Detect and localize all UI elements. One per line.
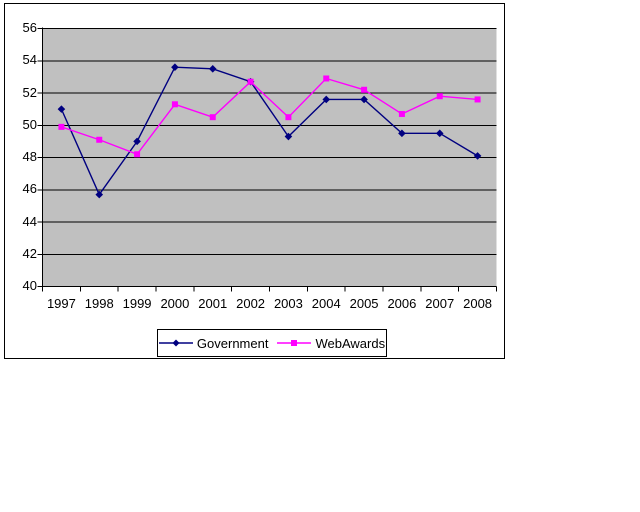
government-point (171, 63, 179, 71)
y-axis-label: 52 (22, 84, 37, 100)
webawards-point (134, 151, 141, 158)
y-axis-label: 48 (22, 149, 37, 164)
webawards-point (436, 93, 443, 100)
x-axis-label: 2005 (349, 296, 379, 311)
legend: Government WebAwards (157, 329, 387, 357)
y-axis-label: 44 (22, 213, 37, 229)
webawards-point (209, 114, 216, 121)
government-point (57, 105, 66, 113)
government-point (95, 190, 104, 199)
legend-label-government: Government (196, 335, 269, 351)
webawards-point (96, 136, 103, 143)
government-line (60, 66, 478, 196)
x-axis-label: 2003 (273, 296, 303, 311)
x-axis-label: 2008 (463, 296, 493, 311)
legend-item-webawards: WebAwards (277, 336, 385, 351)
webawards-point (58, 123, 65, 130)
government-line-diamond-icon (158, 339, 193, 347)
x-axis-label: 2006 (387, 296, 417, 311)
webawards-point (398, 110, 405, 117)
legend-item-government: Government (158, 335, 269, 351)
y-axis-label: 40 (22, 278, 37, 293)
government-point (473, 152, 482, 160)
government-point (398, 129, 406, 138)
government-point (208, 65, 217, 73)
x-axis-label: 2004 (311, 296, 341, 311)
line-chart-plot (37, 27, 497, 292)
government-point (284, 132, 293, 141)
webawards-point (171, 101, 178, 108)
chart-frame[interactable]: 56 54 52 50 48 46 44 42 40 1997 1998 1999 2000 2001 2… (4, 3, 505, 359)
x-axis-label: 1998 (84, 296, 114, 311)
webawards-point (474, 96, 481, 103)
diamond-icon (172, 339, 180, 347)
x-axis-label: 2002 (236, 296, 266, 311)
webawards-line (61, 77, 478, 156)
webawards-point (361, 86, 368, 93)
y-axis-label: 54 (22, 52, 37, 68)
x-axis-label: 2000 (160, 296, 190, 311)
government-point (133, 137, 141, 146)
government-point (360, 95, 368, 104)
government-point (435, 129, 444, 138)
x-axis-label: 2001 (198, 296, 228, 311)
y-axis-label: 42 (22, 245, 37, 261)
government-point (322, 95, 331, 104)
webawards-line-square-icon (277, 340, 312, 346)
webawards-point (247, 78, 254, 85)
webawards-point (285, 114, 292, 121)
legend-label-webawards: WebAwards (315, 335, 386, 351)
webawards-point (323, 75, 330, 82)
y-axis-label: 56 (22, 20, 37, 35)
x-axis-label: 1997 (46, 296, 76, 311)
y-axis-label: 50 (22, 116, 37, 132)
square-icon (291, 340, 298, 346)
y-axis-label: 46 (22, 181, 37, 197)
x-axis-label: 1999 (122, 296, 152, 311)
x-axis-label: 2007 (425, 296, 455, 311)
